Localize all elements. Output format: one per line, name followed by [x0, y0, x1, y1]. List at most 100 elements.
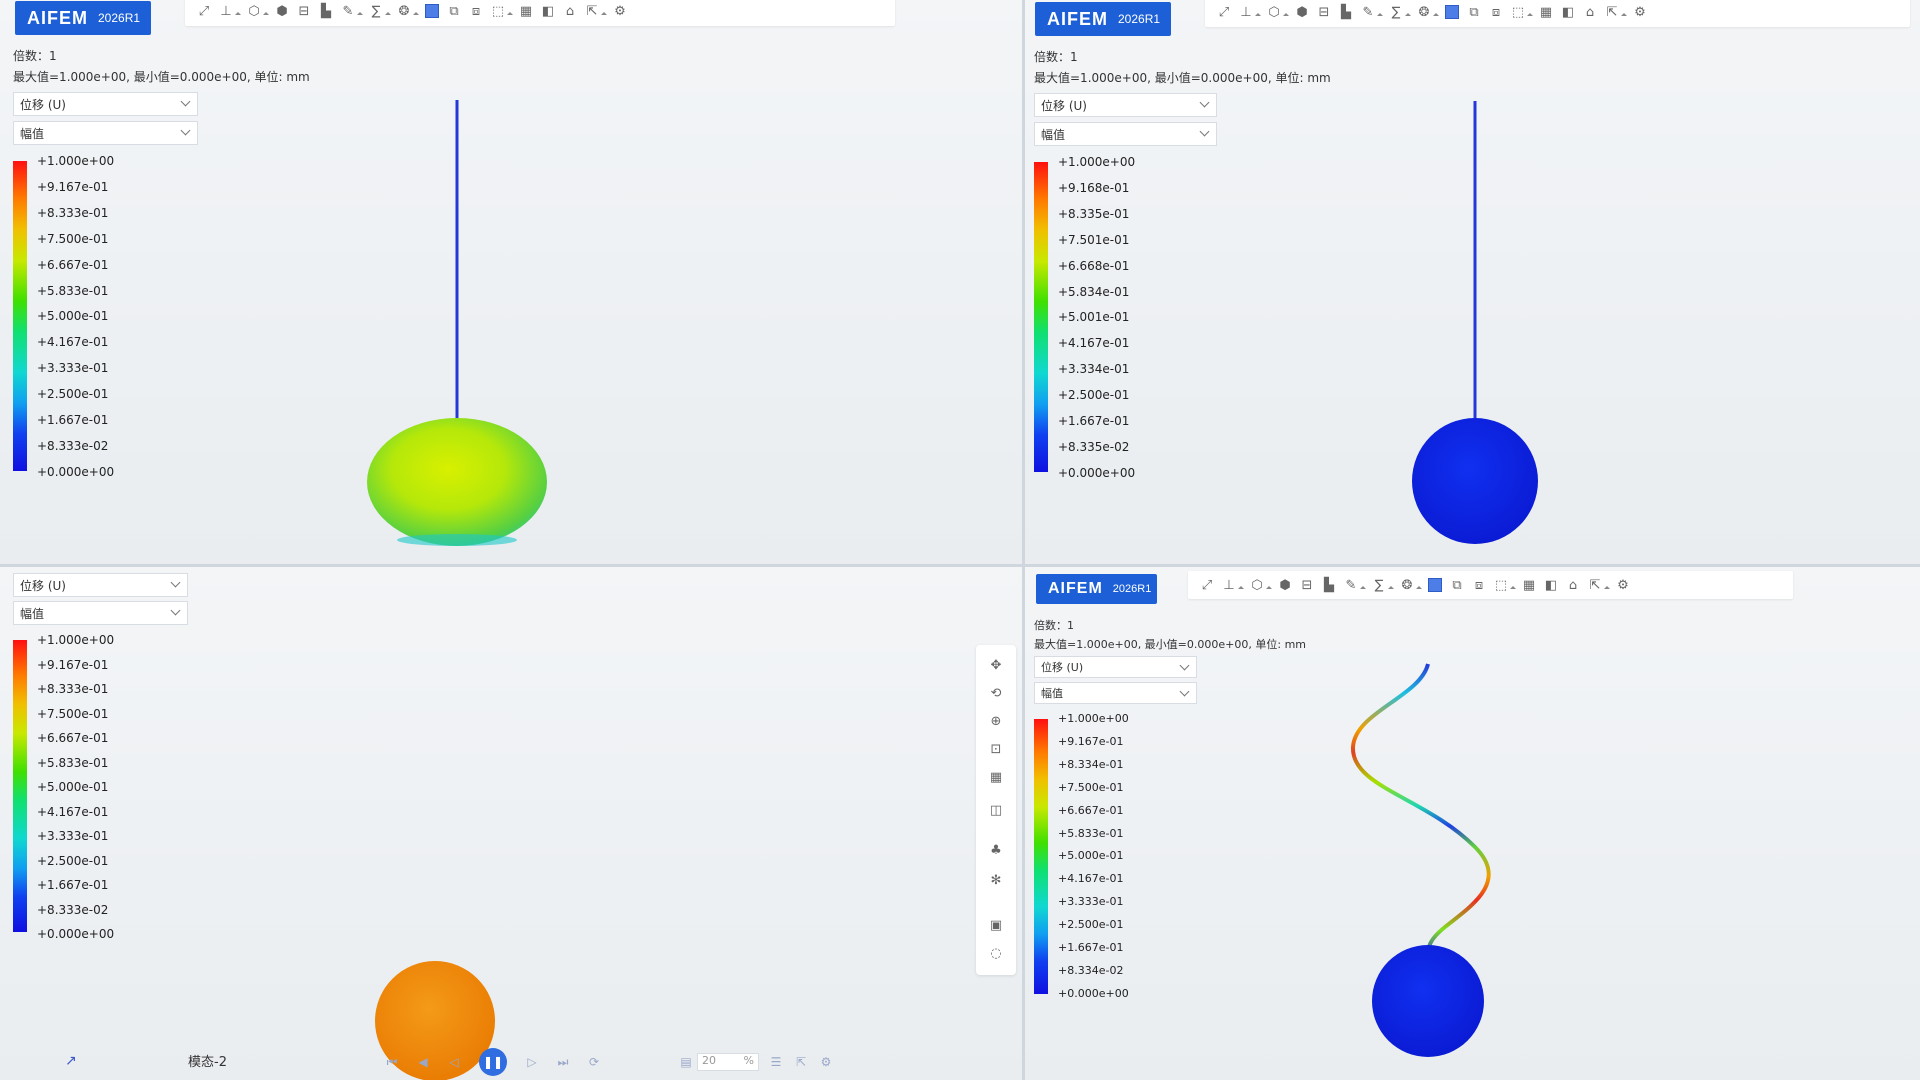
clip-plane-icon[interactable]: ⊟ [298, 3, 310, 19]
component-select[interactable]: 幅值 [13, 121, 198, 145]
axes-icon[interactable]: ⊥ [1235, 1, 1261, 23]
grid-layout-icon[interactable]: ▦ [1539, 4, 1553, 20]
overlay-view-icon[interactable]: ⧈ [1491, 4, 1501, 20]
rewind-icon[interactable]: ◀ [418, 1055, 428, 1069]
cube-view-icon[interactable]: ⬡ [1263, 1, 1289, 23]
step-forward-icon[interactable]: ▷ [527, 1055, 537, 1069]
chart-icon[interactable]: ▙ [1324, 577, 1334, 593]
frame-rate-input[interactable]: 20% [697, 1053, 759, 1071]
viewport-top-right[interactable]: AIFEM 2026R1 ⤢ ⊥ ⬡ ⬢ ⊟ ▙ ✎ ∑ ❂ ⧉ ⧈ ⬚ ▦ ◧ ⌂ ⇱ ⚙ 倍数：1 最大值=… [1025, 0, 1920, 564]
palette-icon[interactable]: ◌ [990, 945, 1002, 961]
node-icon[interactable]: ❂ [1413, 1, 1439, 23]
viewport-bottom-left[interactable]: 位移 (U) 幅值 +1.000e+00 +9.167e-01 +8.333e-01… [0, 567, 1022, 1080]
result-type-select[interactable]: 位移 (U) [13, 573, 188, 597]
fit-view-icon[interactable]: ⤢ [1201, 577, 1213, 593]
export-icon[interactable]: ⇱ [795, 1055, 807, 1069]
chart-icon[interactable]: ▙ [321, 3, 331, 19]
curve-icon[interactable]: ∑ [1368, 574, 1394, 596]
viewport-bottom-right[interactable]: AIFEM 2026R1 ⤢ ⊥ ⬡ ⬢ ⊟ ▙ ✎ ∑ ❂ ⧉ ⧈ ⬚ ▦ ◧ ⌂ ⇱ ⚙ 倍数：1 最大值=… [1025, 567, 1920, 1080]
rotate-icon[interactable]: ⟲ [990, 685, 1002, 701]
list-icon[interactable]: ☰ [770, 1055, 782, 1069]
cube-view-icon[interactable]: ⬡ [243, 0, 269, 22]
cube-color-icon[interactable]: ⬢ [276, 3, 288, 19]
image-icon[interactable]: ▣ [989, 917, 1003, 933]
solid-display-icon[interactable] [421, 0, 443, 22]
curve-icon[interactable]: ∑ [1385, 1, 1411, 23]
model-view[interactable] [0, 0, 1022, 564]
probe-icon[interactable]: ✎ [1357, 1, 1383, 23]
copy-view-icon[interactable]: ⧉ [1452, 577, 1462, 593]
result-type-select[interactable]: 位移 (U) [13, 92, 198, 116]
export-icon[interactable]: ⇱ [581, 0, 607, 22]
axes-icon[interactable]: ⊥ [215, 0, 241, 22]
solid-display-icon[interactable] [1441, 1, 1463, 23]
split-icon[interactable]: ◧ [541, 3, 555, 19]
copy-view-icon[interactable]: ⧉ [1469, 4, 1479, 20]
viewport-top-left[interactable]: AIFEM 2026R1 ⤢ ⊥ ⬡ ⬢ ⊟ ▙ ✎ ∑ ❂ ⧉ ⧈ ⬚ ▦ ◧ ⌂ ⇱ ⚙ 倍数：1 最大值=… [0, 0, 1022, 564]
cube-color-icon[interactable]: ⬢ [1279, 577, 1291, 593]
zoom-fit-icon[interactable]: ⊡ [990, 741, 1002, 757]
axes-icon[interactable]: ⊥ [1218, 574, 1244, 596]
result-type-select[interactable]: 位移 (U) [1034, 93, 1217, 117]
legend-label: +4.167e-01 [1058, 336, 1130, 351]
legend-label: +5.000e-01 [37, 780, 109, 794]
split-icon[interactable]: ◧ [1561, 4, 1575, 20]
select-icon[interactable]: ⬚ [1490, 574, 1516, 596]
snowflake-icon[interactable]: ✻ [990, 872, 1002, 888]
pan-icon[interactable]: ✥ [990, 657, 1002, 673]
split-icon[interactable]: ◧ [1544, 577, 1558, 593]
solid-display-icon[interactable] [1424, 574, 1446, 596]
component-select[interactable]: 幅值 [1034, 682, 1197, 704]
tree-icon[interactable]: ♣ [990, 842, 1002, 858]
overlay-view-icon[interactable]: ⧈ [1474, 577, 1484, 593]
node-icon[interactable]: ❂ [1396, 574, 1422, 596]
model-view[interactable] [0, 567, 1022, 1080]
node-icon[interactable]: ❂ [393, 0, 419, 22]
model-view[interactable] [1025, 0, 1920, 564]
export-icon[interactable]: ⇱ [1601, 1, 1627, 23]
probe-icon[interactable]: ✎ [1340, 574, 1366, 596]
grid-icon[interactable]: ▦ [989, 769, 1003, 785]
result-type-select[interactable]: 位移 (U) [1034, 656, 1197, 678]
pause-button[interactable]: ❚❚ [479, 1048, 507, 1076]
basket-icon[interactable]: ⌂ [1585, 4, 1595, 20]
overlay-view-icon[interactable]: ⧈ [471, 3, 481, 19]
curve-icon[interactable]: ∑ [365, 0, 391, 22]
fit-view-icon[interactable]: ⤢ [1218, 4, 1230, 20]
component-select[interactable]: 幅值 [13, 601, 188, 625]
component-select[interactable]: 幅值 [1034, 122, 1217, 146]
legend-label: +6.667e-01 [37, 257, 109, 272]
basket-icon[interactable]: ⌂ [565, 3, 575, 19]
basket-icon[interactable]: ⌂ [1568, 577, 1578, 593]
select-icon[interactable]: ⬚ [1507, 1, 1533, 23]
first-frame-icon[interactable]: ⏮ [386, 1054, 398, 1069]
last-frame-icon[interactable]: ⏭ [557, 1054, 569, 1069]
model-view[interactable] [1025, 567, 1920, 1080]
grid-layout-icon[interactable]: ▦ [1522, 577, 1536, 593]
settings-icon[interactable]: ⚙ [1634, 4, 1646, 20]
cube-color-icon[interactable]: ⬢ [1296, 4, 1308, 20]
legend-color-bar [1034, 719, 1048, 994]
vertical-divider[interactable] [1022, 0, 1025, 1080]
fit-view-icon[interactable]: ⤢ [198, 3, 210, 19]
select-icon[interactable]: ⬚ [487, 0, 513, 22]
legend-label: +1.000e+00 [1058, 155, 1136, 169]
legend-label: +5.833e-01 [37, 283, 109, 298]
cube-view-icon[interactable]: ⬡ [1246, 574, 1272, 596]
zoom-icon[interactable]: ⊕ [990, 713, 1002, 729]
legend-color-bar [13, 161, 27, 471]
settings-icon[interactable]: ⚙ [1617, 577, 1629, 593]
clip-plane-icon[interactable]: ⊟ [1301, 577, 1313, 593]
view-cube-icon[interactable]: ◫ [989, 802, 1003, 818]
clip-plane-icon[interactable]: ⊟ [1318, 4, 1330, 20]
settings-icon[interactable]: ⚙ [820, 1055, 832, 1069]
chart-icon[interactable]: ▙ [1341, 4, 1351, 20]
grid-layout-icon[interactable]: ▦ [519, 3, 533, 19]
settings-icon[interactable]: ⚙ [614, 3, 626, 19]
horizontal-divider[interactable] [0, 564, 1920, 567]
loop-icon[interactable]: ⟳ [588, 1055, 600, 1069]
probe-icon[interactable]: ✎ [337, 0, 363, 22]
export-icon[interactable]: ⇱ [1584, 574, 1610, 596]
step-back-icon[interactable]: ◁ [449, 1055, 459, 1069]
copy-view-icon[interactable]: ⧉ [449, 3, 459, 19]
